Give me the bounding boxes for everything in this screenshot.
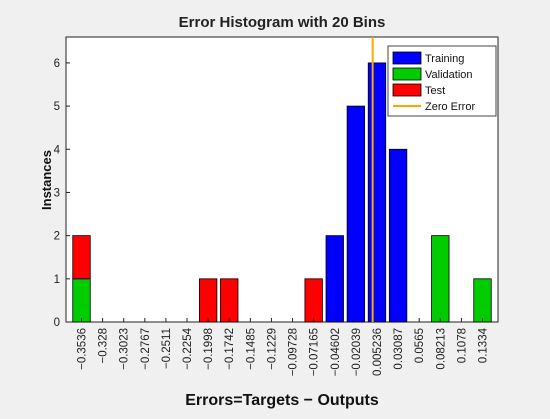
legend-label-test: Test	[425, 85, 445, 97]
chart-title: Error Histogram with 20 Bins	[179, 14, 386, 31]
y-tick-label-5: 5	[54, 101, 60, 113]
y-tick-label-1: 1	[54, 274, 60, 286]
x-tick-label-1: −0.328	[98, 328, 110, 364]
y-tick-label-3: 3	[54, 187, 60, 199]
x-tick-label-15: 0.03087	[393, 328, 405, 370]
bar-training-13	[346, 105, 366, 323]
x-tick-label-19: 0.1334	[478, 327, 490, 363]
x-tick-label-4: −0.2511	[161, 328, 173, 369]
legend-swatch-training	[392, 51, 422, 65]
legend-label-validation: Validation	[425, 69, 473, 81]
x-tick-label-13: −0.02039	[351, 328, 363, 376]
y-tick-label-0: 0	[54, 317, 60, 329]
y-tick-label-6: 6	[54, 58, 60, 70]
legend-swatch-validation	[392, 67, 422, 81]
y-axis: 0 1 2 3 4 5 6	[54, 58, 70, 329]
x-tick-label-16: 0.0565	[414, 328, 426, 363]
x-tick-label-8: −0.1485	[245, 328, 257, 370]
bar-test-7	[220, 278, 239, 323]
y-tick-label-2: 2	[54, 231, 60, 243]
x-tick-label-14: 0.005236	[372, 328, 384, 376]
x-tick-label-5: −0.2254	[182, 327, 194, 369]
x-tick-label-12: −0.04602	[330, 328, 342, 376]
bar-validation-0	[72, 278, 91, 323]
x-tick-label-0: −0.3536	[77, 328, 89, 370]
x-tick-label-3: −0.2767	[140, 328, 152, 370]
y-tick-label-4: 4	[54, 144, 61, 156]
x-tick-label-2: −0.3023	[119, 328, 131, 370]
x-tick-label-10: −0.09728	[288, 328, 300, 376]
y-axis-label: Instances	[39, 150, 54, 210]
legend-swatch-test	[392, 83, 422, 97]
bar-training-12	[325, 235, 344, 323]
bar-test-11	[304, 278, 323, 323]
x-tick-label-11: −0.07165	[309, 328, 321, 376]
bar-training-14	[367, 62, 387, 323]
bar-training-15	[388, 148, 408, 323]
x-tick-label-17: 0.08213	[435, 328, 447, 370]
bar-validation-19	[473, 278, 492, 323]
x-axis: −0.3536 −0.328 −0.3023 −0.2767 −0.2511 −0.225…	[77, 318, 490, 376]
x-tick-label-6: −0.1998	[203, 328, 215, 370]
bar-test-0	[72, 235, 91, 280]
legend-label-training: Training	[425, 53, 464, 65]
x-axis-label: Errors=Targets − Outputs	[185, 392, 379, 409]
x-tick-label-7: −0.1742	[224, 328, 236, 370]
legend-label-zero-error: Zero Error	[425, 101, 475, 113]
x-tick-label-9: −0.1229	[266, 328, 278, 370]
legend: Training Validation Test Zero Error	[387, 45, 497, 117]
bar-test-6	[198, 278, 218, 323]
x-tick-label-18: 0.1078	[456, 328, 468, 363]
bar-validation-17	[431, 235, 450, 323]
